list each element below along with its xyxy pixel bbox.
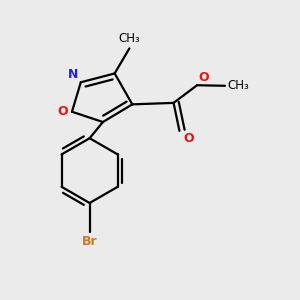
- Text: Br: Br: [82, 235, 98, 248]
- Text: O: O: [58, 105, 68, 118]
- Text: O: O: [199, 71, 209, 84]
- Text: CH₃: CH₃: [227, 79, 249, 92]
- Text: CH₃: CH₃: [118, 32, 140, 45]
- Text: O: O: [184, 132, 194, 145]
- Text: N: N: [68, 68, 78, 81]
